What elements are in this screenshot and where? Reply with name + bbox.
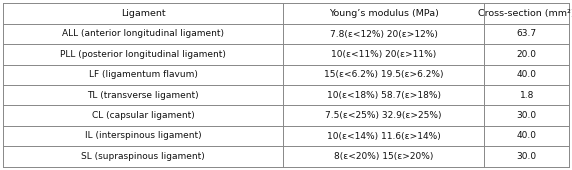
Text: LF (ligamentum flavum): LF (ligamentum flavum)	[89, 70, 197, 79]
Text: 1.8: 1.8	[519, 91, 534, 100]
Text: CL (capsular ligament): CL (capsular ligament)	[92, 111, 194, 120]
Text: 20.0: 20.0	[517, 50, 537, 59]
Text: 7.8(ε<12%) 20(ε>12%): 7.8(ε<12%) 20(ε>12%)	[329, 30, 438, 38]
Text: 10(ε<14%) 11.6(ε>14%): 10(ε<14%) 11.6(ε>14%)	[327, 132, 440, 140]
Text: SL (supraspinous ligament): SL (supraspinous ligament)	[81, 152, 205, 161]
Text: 8(ε<20%) 15(ε>20%): 8(ε<20%) 15(ε>20%)	[334, 152, 434, 161]
Text: ALL (anterior longitudinal ligament): ALL (anterior longitudinal ligament)	[62, 30, 224, 38]
Text: Young’s modulus (MPa): Young’s modulus (MPa)	[329, 9, 439, 18]
Text: 7.5(ε<25%) 32.9(ε>25%): 7.5(ε<25%) 32.9(ε>25%)	[325, 111, 442, 120]
Text: 30.0: 30.0	[517, 111, 537, 120]
Text: 40.0: 40.0	[517, 132, 537, 140]
Text: 10(ε<11%) 20(ε>11%): 10(ε<11%) 20(ε>11%)	[331, 50, 436, 59]
Text: 30.0: 30.0	[517, 152, 537, 161]
Text: Cross-section (mm²): Cross-section (mm²)	[478, 9, 572, 18]
Text: TL (transverse ligament): TL (transverse ligament)	[87, 91, 199, 100]
Text: 15(ε<6.2%) 19.5(ε>6.2%): 15(ε<6.2%) 19.5(ε>6.2%)	[324, 70, 443, 79]
Text: IL (interspinous ligament): IL (interspinous ligament)	[85, 132, 201, 140]
Text: PLL (posterior longitudinal ligament): PLL (posterior longitudinal ligament)	[60, 50, 226, 59]
Text: 10(ε<18%) 58.7(ε>18%): 10(ε<18%) 58.7(ε>18%)	[327, 91, 440, 100]
Text: 40.0: 40.0	[517, 70, 537, 79]
Text: 63.7: 63.7	[517, 30, 537, 38]
Text: Ligament: Ligament	[121, 9, 165, 18]
